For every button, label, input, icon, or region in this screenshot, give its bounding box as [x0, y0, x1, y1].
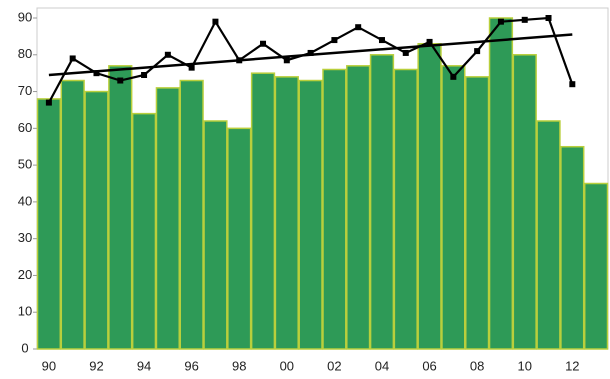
- y-tick-label: 0: [21, 340, 28, 355]
- y-tick-label: 80: [18, 46, 32, 61]
- bar: [203, 120, 228, 350]
- line-marker: [93, 70, 100, 77]
- bar: [441, 65, 466, 350]
- x-tick-label: 06: [422, 358, 436, 373]
- x-tick-label: 94: [137, 358, 151, 373]
- bar: [369, 54, 395, 350]
- y-tick-label: 20: [18, 267, 32, 282]
- y-tick-label: 40: [18, 193, 32, 208]
- line-marker: [283, 57, 290, 64]
- line-marker: [355, 24, 362, 31]
- line-marker: [69, 55, 76, 62]
- bar: [583, 182, 609, 350]
- y-tick-label: 70: [18, 83, 32, 98]
- line-marker: [521, 16, 528, 23]
- bar: [60, 79, 85, 350]
- line-marker: [402, 49, 409, 56]
- bar: [108, 65, 133, 350]
- line-marker: [45, 99, 52, 106]
- line-marker: [450, 73, 457, 80]
- line-marker: [164, 51, 171, 58]
- line-marker: [307, 49, 314, 56]
- bar: [536, 120, 561, 350]
- line-marker: [545, 15, 552, 21]
- line-marker: [117, 77, 124, 84]
- line-marker: [474, 48, 481, 55]
- line-marker: [141, 72, 148, 79]
- bar: [131, 112, 157, 350]
- bar: [298, 79, 323, 350]
- x-tick-label: 02: [327, 358, 341, 373]
- x-tick-label: 04: [375, 358, 389, 373]
- x-tick-label: 10: [517, 358, 531, 373]
- x-tick-label: 12: [565, 358, 579, 373]
- bar: [84, 90, 109, 350]
- line-marker: [212, 18, 219, 25]
- bar: [36, 98, 62, 350]
- bar: [322, 68, 347, 350]
- bar: [250, 72, 276, 350]
- y-tick-label: 30: [18, 230, 32, 245]
- bar: [488, 17, 514, 350]
- line-marker: [426, 38, 433, 45]
- bar: [179, 79, 204, 350]
- x-tick-label: 90: [42, 358, 56, 373]
- bar: [512, 54, 537, 350]
- x-tick-label: 08: [470, 358, 484, 373]
- bar: [155, 87, 180, 350]
- y-tick-label: 90: [18, 9, 32, 24]
- y-tick-label: 50: [18, 157, 32, 172]
- bar: [560, 145, 585, 350]
- x-tick-label: 00: [280, 358, 294, 373]
- line-marker: [260, 40, 267, 47]
- bar: [393, 68, 418, 350]
- bar: [227, 127, 252, 350]
- line-marker: [569, 81, 576, 88]
- x-tick-label: 96: [184, 358, 198, 373]
- x-tick-label: 92: [89, 358, 103, 373]
- y-tick-label: 60: [18, 120, 32, 135]
- bar: [346, 65, 371, 350]
- x-tick-label: 98: [232, 358, 246, 373]
- bar: [417, 42, 442, 350]
- y-tick-label: 10: [18, 304, 32, 319]
- line-marker: [497, 18, 504, 25]
- trendline: [48, 33, 573, 77]
- bar: [274, 76, 299, 350]
- line-marker: [188, 64, 195, 71]
- line-marker: [378, 37, 385, 44]
- bar: [465, 76, 490, 350]
- line-marker: [331, 37, 338, 44]
